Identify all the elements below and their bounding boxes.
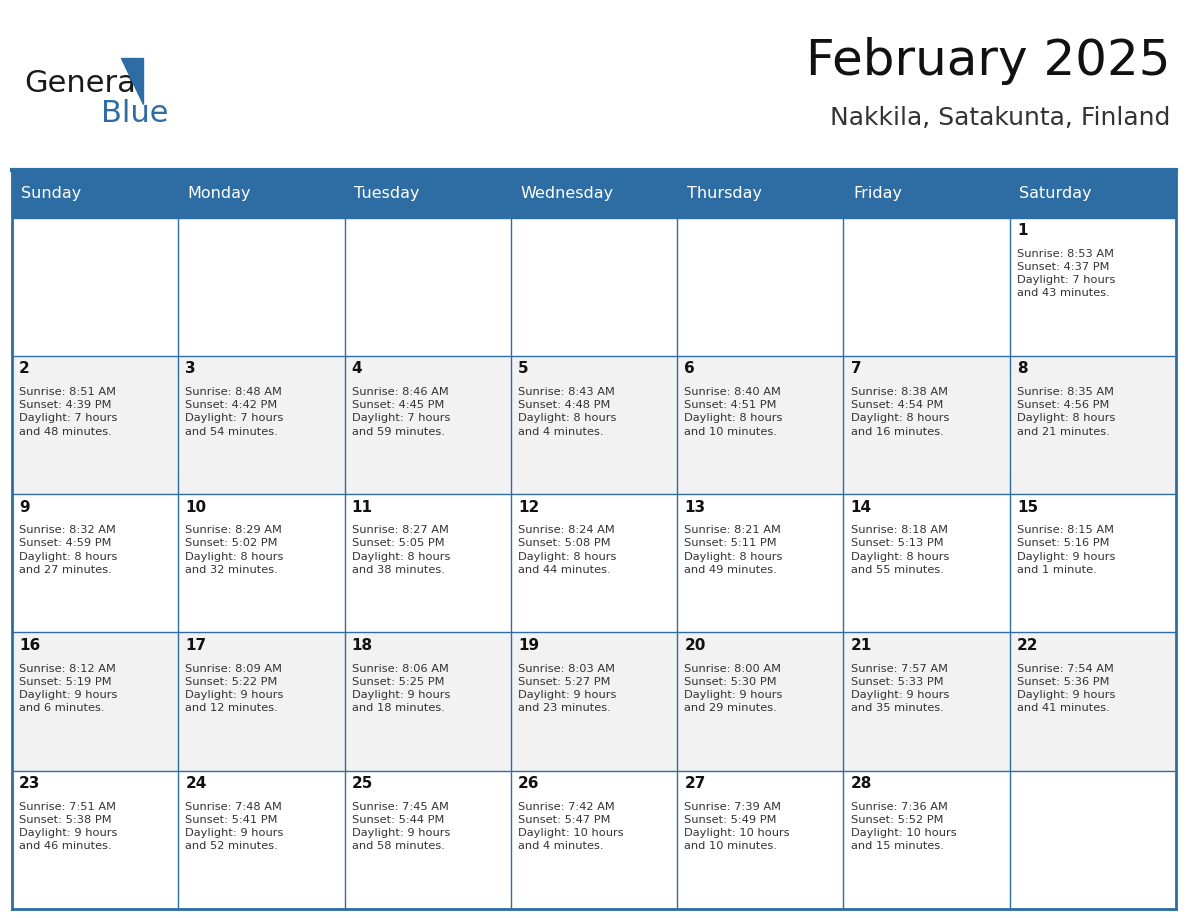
FancyBboxPatch shape [1010, 170, 1176, 218]
Text: Nakkila, Satakunta, Finland: Nakkila, Satakunta, Finland [829, 106, 1170, 129]
FancyBboxPatch shape [12, 356, 1176, 494]
Text: 20: 20 [684, 638, 706, 653]
Text: Thursday: Thursday [687, 186, 762, 201]
Text: Sunrise: 8:32 AM
Sunset: 4:59 PM
Daylight: 8 hours
and 27 minutes.: Sunrise: 8:32 AM Sunset: 4:59 PM Dayligh… [19, 525, 118, 575]
Text: Blue: Blue [101, 99, 169, 129]
Text: 2: 2 [19, 362, 30, 376]
Text: 21: 21 [851, 638, 872, 653]
Text: Sunrise: 8:21 AM
Sunset: 5:11 PM
Daylight: 8 hours
and 49 minutes.: Sunrise: 8:21 AM Sunset: 5:11 PM Dayligh… [684, 525, 783, 575]
Text: Sunrise: 8:48 AM
Sunset: 4:42 PM
Daylight: 7 hours
and 54 minutes.: Sunrise: 8:48 AM Sunset: 4:42 PM Dayligh… [185, 387, 284, 437]
Text: Sunrise: 7:51 AM
Sunset: 5:38 PM
Daylight: 9 hours
and 46 minutes.: Sunrise: 7:51 AM Sunset: 5:38 PM Dayligh… [19, 801, 118, 851]
Text: 4: 4 [352, 362, 362, 376]
FancyBboxPatch shape [511, 170, 677, 218]
Text: Friday: Friday [853, 186, 902, 201]
Text: Saturday: Saturday [1019, 186, 1092, 201]
Text: 27: 27 [684, 776, 706, 791]
Text: Sunrise: 7:48 AM
Sunset: 5:41 PM
Daylight: 9 hours
and 52 minutes.: Sunrise: 7:48 AM Sunset: 5:41 PM Dayligh… [185, 801, 284, 851]
Text: Sunrise: 8:40 AM
Sunset: 4:51 PM
Daylight: 8 hours
and 10 minutes.: Sunrise: 8:40 AM Sunset: 4:51 PM Dayligh… [684, 387, 783, 437]
Text: Sunrise: 8:27 AM
Sunset: 5:05 PM
Daylight: 8 hours
and 38 minutes.: Sunrise: 8:27 AM Sunset: 5:05 PM Dayligh… [352, 525, 450, 575]
Text: Sunrise: 8:53 AM
Sunset: 4:37 PM
Daylight: 7 hours
and 43 minutes.: Sunrise: 8:53 AM Sunset: 4:37 PM Dayligh… [1017, 249, 1116, 298]
Text: 19: 19 [518, 638, 539, 653]
Text: 11: 11 [352, 499, 373, 515]
Text: 14: 14 [851, 499, 872, 515]
Text: Sunrise: 8:29 AM
Sunset: 5:02 PM
Daylight: 8 hours
and 32 minutes.: Sunrise: 8:29 AM Sunset: 5:02 PM Dayligh… [185, 525, 284, 575]
FancyBboxPatch shape [12, 633, 1176, 770]
Text: 25: 25 [352, 776, 373, 791]
Text: 12: 12 [518, 499, 539, 515]
Text: 3: 3 [185, 362, 196, 376]
Text: 24: 24 [185, 776, 207, 791]
Text: 6: 6 [684, 362, 695, 376]
Text: Sunrise: 8:38 AM
Sunset: 4:54 PM
Daylight: 8 hours
and 16 minutes.: Sunrise: 8:38 AM Sunset: 4:54 PM Dayligh… [851, 387, 949, 437]
Text: Sunrise: 8:00 AM
Sunset: 5:30 PM
Daylight: 9 hours
and 29 minutes.: Sunrise: 8:00 AM Sunset: 5:30 PM Dayligh… [684, 664, 783, 713]
Polygon shape [121, 58, 143, 104]
Text: Sunrise: 8:43 AM
Sunset: 4:48 PM
Daylight: 8 hours
and 4 minutes.: Sunrise: 8:43 AM Sunset: 4:48 PM Dayligh… [518, 387, 617, 437]
FancyBboxPatch shape [12, 218, 1176, 356]
Text: Tuesday: Tuesday [354, 186, 419, 201]
FancyBboxPatch shape [12, 494, 1176, 633]
Text: Wednesday: Wednesday [520, 186, 613, 201]
Text: Sunrise: 8:51 AM
Sunset: 4:39 PM
Daylight: 7 hours
and 48 minutes.: Sunrise: 8:51 AM Sunset: 4:39 PM Dayligh… [19, 387, 118, 437]
Text: 23: 23 [19, 776, 40, 791]
Text: Sunrise: 7:39 AM
Sunset: 5:49 PM
Daylight: 10 hours
and 10 minutes.: Sunrise: 7:39 AM Sunset: 5:49 PM Dayligh… [684, 801, 790, 851]
Text: 17: 17 [185, 638, 207, 653]
Text: 13: 13 [684, 499, 706, 515]
Text: 9: 9 [19, 499, 30, 515]
Text: February 2025: February 2025 [805, 37, 1170, 84]
Text: 22: 22 [1017, 638, 1038, 653]
Text: General: General [24, 69, 144, 98]
Text: Sunrise: 8:15 AM
Sunset: 5:16 PM
Daylight: 9 hours
and 1 minute.: Sunrise: 8:15 AM Sunset: 5:16 PM Dayligh… [1017, 525, 1116, 575]
Text: Sunrise: 7:45 AM
Sunset: 5:44 PM
Daylight: 9 hours
and 58 minutes.: Sunrise: 7:45 AM Sunset: 5:44 PM Dayligh… [352, 801, 450, 851]
FancyBboxPatch shape [843, 170, 1010, 218]
Text: 5: 5 [518, 362, 529, 376]
FancyBboxPatch shape [345, 170, 511, 218]
Text: 26: 26 [518, 776, 539, 791]
FancyBboxPatch shape [12, 170, 178, 218]
Text: Sunrise: 7:57 AM
Sunset: 5:33 PM
Daylight: 9 hours
and 35 minutes.: Sunrise: 7:57 AM Sunset: 5:33 PM Dayligh… [851, 664, 949, 713]
Text: Sunrise: 7:54 AM
Sunset: 5:36 PM
Daylight: 9 hours
and 41 minutes.: Sunrise: 7:54 AM Sunset: 5:36 PM Dayligh… [1017, 664, 1116, 713]
Text: Monday: Monday [188, 186, 251, 201]
Text: 16: 16 [19, 638, 40, 653]
Text: Sunrise: 8:09 AM
Sunset: 5:22 PM
Daylight: 9 hours
and 12 minutes.: Sunrise: 8:09 AM Sunset: 5:22 PM Dayligh… [185, 664, 284, 713]
Text: Sunrise: 8:35 AM
Sunset: 4:56 PM
Daylight: 8 hours
and 21 minutes.: Sunrise: 8:35 AM Sunset: 4:56 PM Dayligh… [1017, 387, 1116, 437]
Text: 15: 15 [1017, 499, 1038, 515]
FancyBboxPatch shape [12, 770, 1176, 909]
Text: Sunrise: 7:42 AM
Sunset: 5:47 PM
Daylight: 10 hours
and 4 minutes.: Sunrise: 7:42 AM Sunset: 5:47 PM Dayligh… [518, 801, 624, 851]
Text: 28: 28 [851, 776, 872, 791]
FancyBboxPatch shape [178, 170, 345, 218]
Text: Sunrise: 8:24 AM
Sunset: 5:08 PM
Daylight: 8 hours
and 44 minutes.: Sunrise: 8:24 AM Sunset: 5:08 PM Dayligh… [518, 525, 617, 575]
Text: 1: 1 [1017, 223, 1028, 238]
Text: Sunrise: 8:12 AM
Sunset: 5:19 PM
Daylight: 9 hours
and 6 minutes.: Sunrise: 8:12 AM Sunset: 5:19 PM Dayligh… [19, 664, 118, 713]
Text: Sunday: Sunday [21, 186, 82, 201]
Text: 7: 7 [851, 362, 861, 376]
FancyBboxPatch shape [677, 170, 843, 218]
Text: Sunrise: 8:46 AM
Sunset: 4:45 PM
Daylight: 7 hours
and 59 minutes.: Sunrise: 8:46 AM Sunset: 4:45 PM Dayligh… [352, 387, 450, 437]
Text: 10: 10 [185, 499, 207, 515]
Text: Sunrise: 8:18 AM
Sunset: 5:13 PM
Daylight: 8 hours
and 55 minutes.: Sunrise: 8:18 AM Sunset: 5:13 PM Dayligh… [851, 525, 949, 575]
Text: Sunrise: 7:36 AM
Sunset: 5:52 PM
Daylight: 10 hours
and 15 minutes.: Sunrise: 7:36 AM Sunset: 5:52 PM Dayligh… [851, 801, 956, 851]
Text: 8: 8 [1017, 362, 1028, 376]
Text: Sunrise: 8:03 AM
Sunset: 5:27 PM
Daylight: 9 hours
and 23 minutes.: Sunrise: 8:03 AM Sunset: 5:27 PM Dayligh… [518, 664, 617, 713]
Text: 18: 18 [352, 638, 373, 653]
Text: Sunrise: 8:06 AM
Sunset: 5:25 PM
Daylight: 9 hours
and 18 minutes.: Sunrise: 8:06 AM Sunset: 5:25 PM Dayligh… [352, 664, 450, 713]
